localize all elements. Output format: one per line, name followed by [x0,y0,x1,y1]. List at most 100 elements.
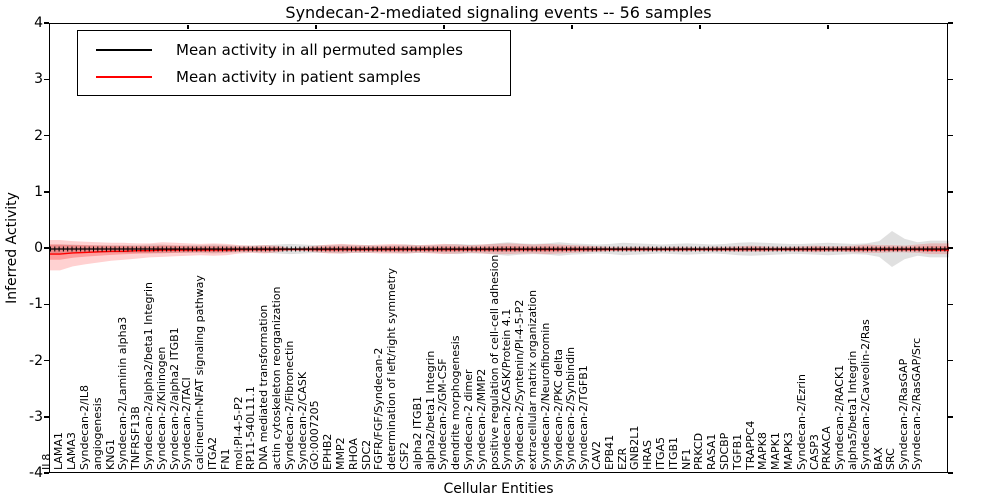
y-tick-mark-right [948,247,953,249]
y-tick-mark-left [44,247,49,249]
x-category-label: PRKACA [820,426,834,470]
x-category-label: SDCBP [717,432,731,470]
x-category-label: FN1 [218,448,232,470]
x-category-label: Syndecan-2/CASK [295,371,309,470]
legend-item-patient: Mean activity in patient samples [78,64,510,90]
x-category-label: positive regulation of cell-cell adhesio… [487,254,501,470]
x-category-label: Syndecan-2/TGFB1 [577,365,591,470]
y-tick-mark-left [44,134,49,137]
x-category-label: IL8 [39,453,53,470]
chart-title: Syndecan-2-mediated signaling events -- … [285,3,712,22]
plot-area [49,23,949,473]
x-category-label: RP11-540L11.1 [244,386,258,470]
x-category-label: actin cytoskeleton reorganization [269,286,283,470]
x-category-label: Syndecan-2/PKC delta [551,349,565,470]
y-tick-mark-right [948,416,953,418]
x-category-label: FGFR/FGF/Syndecan-2 [372,347,386,470]
x-category-label: MAPK1 [769,432,783,470]
x-axis-label: Cellular Entities [443,481,554,497]
x-category-label: Syndecan-2/Ezrin [794,374,808,470]
y-tick-mark-left [44,78,49,80]
y-tick-mark-right [948,191,953,193]
x-category-label: BAX [871,447,885,470]
legend-box: Mean activity in all permuted samples Me… [77,30,511,96]
y-tick-label: -2 [29,352,43,369]
band-patient-std-outer [50,240,949,271]
y-tick-mark-right [948,359,953,362]
x-category-label: SRC [884,448,898,470]
x-category-label: dendrite morphogenesis [449,335,463,470]
x-category-label: extracellular matrix organization [525,289,539,470]
x-category-label: Syndecan-2/MMP2 [474,368,488,470]
x-tick-mark-top [187,25,189,29]
x-category-label: Syndecan-2/Syntenin/PI-4-5-P2 [513,299,527,470]
x-category-label: Syndecan-2/Neurofibromin [538,322,552,470]
x-category-label: Syndecan-2/CASK/Protein 4.1 [500,308,514,470]
x-category-label: Syndecan-2/RasGAP/Src [909,337,923,470]
x-category-label: Syndecan-2 dimer [461,369,475,470]
x-tick-mark-top [315,25,317,29]
x-category-label: TRAPPC4 [743,420,757,470]
x-category-label: RASA1 [705,433,719,470]
x-category-label: angiogenesis [90,397,104,471]
x-category-label: determination of left/right symmetry [385,268,399,470]
x-tick-mark-top [571,25,573,29]
x-category-label: DNA mediated transformation [257,304,271,470]
x-category-label: Syndecan-2/GM-CSF [436,358,450,470]
legend-label-patient: Mean activity in patient samples [176,67,421,86]
y-tick-label: 1 [34,183,43,200]
x-tick-mark-top [827,25,829,29]
y-tick-mark-right [948,78,953,80]
x-category-label: Syndecan-2/Kininogen [154,346,168,470]
legend-line-sample-patient [96,75,152,78]
x-category-label: GO:0007205 [308,400,322,470]
y-tick-mark-right [948,303,953,305]
x-category-label: GNB2L1 [628,425,642,470]
x-category-label: KNG1 [103,439,117,470]
x-category-label: MAPK8 [756,432,770,470]
x-category-label: EZR [615,447,629,470]
x-category-label: CSF2 [397,442,411,470]
y-tick-mark-left [44,472,49,474]
x-category-label: NF1 [679,448,693,470]
x-category-label: ITGB1 [666,436,680,470]
x-category-label: Syndecan-2/Laminin alpha3 [116,316,130,470]
y-tick-label: -1 [29,296,43,313]
x-category-label: calcineurin-NFAT signaling pathway [193,275,207,470]
x-category-label: ITGA5 [653,436,667,470]
x-category-label: ITGA2 [205,436,219,470]
y-tick-label: 2 [34,127,43,144]
y-tick-label: 3 [34,71,43,88]
x-category-label: Syndecan-2/RasGAP [897,358,911,470]
x-category-label: TGFB1 [730,433,744,470]
x-category-label: PRKCD [692,432,706,470]
y-tick-mark-left [44,303,49,305]
y-tick-mark-left [44,22,49,24]
x-tick-mark-top [699,25,701,29]
x-category-label: RHOA [346,438,360,470]
y-tick-mark-left [44,416,49,418]
x-category-label: alpha2 ITGB1 [410,395,424,470]
legend-line-sample-permuted [96,48,152,51]
x-category-label: Syndecan-2/RACK1 [833,364,847,470]
x-category-label: SDC2 [359,439,373,470]
x-category-label: LAMA1 [52,432,66,470]
legend-item-permuted: Mean activity in all permuted samples [78,37,510,63]
y-tick-label: -3 [29,408,43,425]
x-category-label: Syndecan-2/alpha2/beta1 Integrin [141,282,155,470]
y-tick-label: 4 [34,15,43,31]
y-tick-mark-right [948,22,953,24]
x-category-label: LAMA3 [65,432,79,470]
x-category-label: TNFRSF13B [129,406,143,470]
x-category-label: Syndecan-2/TACI [180,377,194,470]
x-category-label: alpha5/beta1 Integrin [845,350,859,470]
chart-plot-svg [50,231,949,271]
x-category-label: Syndecan-2/alpha2 ITGB1 [167,327,181,470]
x-category-label: HRAS [641,440,655,470]
x-category-label: CASP3 [807,434,821,470]
x-category-label: Syndecan-2/Caveolin-2/Ras [858,319,872,470]
x-category-label: Syndecan-2/IL8 [77,384,91,470]
y-tick-mark-right [948,134,953,137]
y-tick-mark-left [44,191,49,193]
